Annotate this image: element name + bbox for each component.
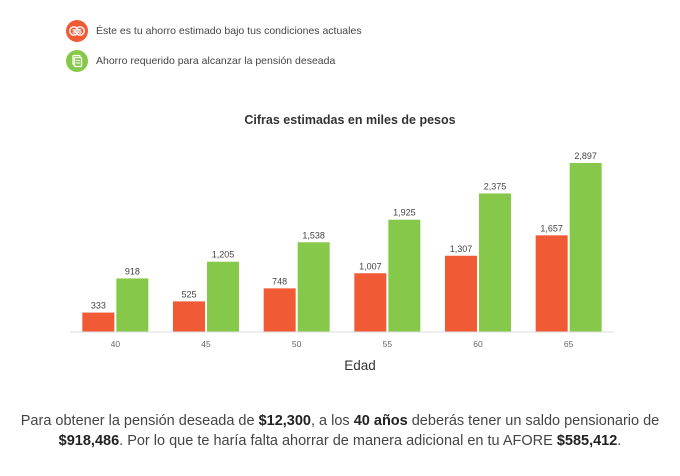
data-label-required-60: 2,375 xyxy=(484,181,507,191)
data-label-current-50: 748 xyxy=(272,276,287,286)
bar-current-65 xyxy=(535,235,568,332)
data-label-required-45: 1,205 xyxy=(212,250,235,260)
savings-bar-chart: Cifras estimadas en miles de pesos 333 918… xyxy=(70,113,614,373)
legend-item-required: Ahorro requerido para alcanzar la pensió… xyxy=(66,49,362,73)
chart-title: Cifras estimadas en miles de pesos xyxy=(244,113,455,127)
summary-part-5: . xyxy=(617,433,622,449)
legend-label-current: Éste es tu ahorro estimado bajo tus cond… xyxy=(96,25,362,37)
bar-required-55 xyxy=(388,219,421,332)
data-label-current-60: 1,307 xyxy=(450,244,473,254)
bar-required-60 xyxy=(479,193,511,332)
x-tick-40: 40 xyxy=(111,339,121,349)
x-tick-65: 65 xyxy=(564,339,574,349)
summary-pension: $12,300 xyxy=(258,413,311,429)
svg-text:$: $ xyxy=(72,29,76,35)
summary-age: 40 años xyxy=(353,413,408,429)
data-label-current-45: 525 xyxy=(181,289,196,299)
summary-balance: $918,486 xyxy=(58,433,120,449)
summary-part-2: , a los xyxy=(311,413,354,429)
legend-item-current: $ $ Éste es tu ahorro estimado bajo tus … xyxy=(66,19,362,43)
bar-required-40 xyxy=(116,278,149,332)
x-tick-55: 55 xyxy=(383,339,393,349)
coins-icon: $ $ xyxy=(66,20,88,42)
bar-current-45 xyxy=(173,301,205,332)
x-axis-label: Edad xyxy=(344,358,376,373)
bar-required-65 xyxy=(569,163,602,332)
x-tick-45: 45 xyxy=(201,339,211,349)
data-label-current-55: 1,007 xyxy=(359,261,382,271)
bar-current-50 xyxy=(263,288,296,332)
summary-additional: $585,412 xyxy=(556,433,618,449)
summary-part-3: deberás tener un saldo pensionario de xyxy=(407,413,660,429)
data-label-required-55: 1,925 xyxy=(393,208,416,218)
summary-part-4: . Por lo que te haría falta ahorrar de m… xyxy=(119,433,557,449)
money-stack-icon xyxy=(66,50,88,72)
data-label-required-40: 918 xyxy=(125,266,140,276)
bar-current-40 xyxy=(82,312,115,332)
data-label-current-65: 1,657 xyxy=(540,223,563,233)
legend: $ $ Éste es tu ahorro estimado bajo tus … xyxy=(66,19,362,79)
data-label-required-65: 2,897 xyxy=(574,151,597,161)
x-tick-60: 60 xyxy=(473,339,483,349)
bar-current-55 xyxy=(354,273,387,332)
summary-part-1: Para obtener la pensión deseada de xyxy=(20,413,259,429)
data-label-required-50: 1,538 xyxy=(302,230,325,240)
data-label-current-40: 333 xyxy=(91,301,106,311)
summary-text: Para obtener la pensión deseada de $12,3… xyxy=(20,411,660,451)
x-tick-50: 50 xyxy=(292,339,302,349)
svg-text:$: $ xyxy=(78,29,82,35)
legend-label-required: Ahorro requerido para alcanzar la pensió… xyxy=(96,55,336,67)
bar-current-60 xyxy=(445,255,477,332)
bar-required-45 xyxy=(207,261,239,332)
bar-required-50 xyxy=(297,242,330,332)
